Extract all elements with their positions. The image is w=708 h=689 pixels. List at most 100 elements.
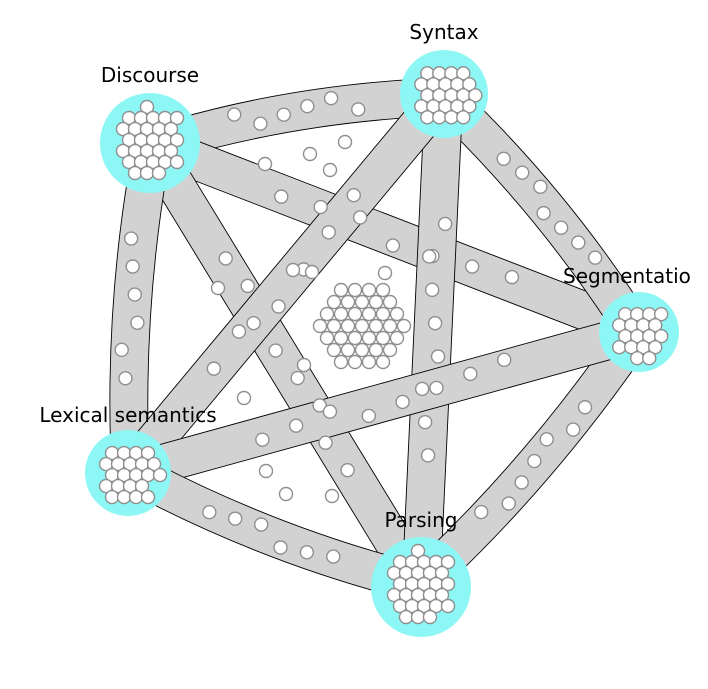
edge-dot — [553, 220, 569, 235]
node-dot-discourse — [139, 99, 155, 115]
edge-dot — [312, 398, 327, 413]
node-label-lexical-semantics: Lexical semantics — [39, 403, 216, 427]
center-cluster-dot — [326, 318, 342, 334]
center-cluster-dot — [354, 342, 370, 358]
edge-dot — [427, 316, 443, 331]
edge-dot — [501, 496, 516, 511]
center-cluster-dot — [340, 294, 356, 310]
edge-dot — [246, 315, 261, 331]
node-dot-parsing — [440, 554, 456, 570]
stray-dot — [377, 265, 393, 281]
node-dot-segmentation — [642, 351, 657, 366]
center-cluster-dot — [389, 306, 405, 322]
edge-dot — [385, 238, 401, 253]
edge-dot — [536, 205, 551, 221]
stray-dot — [278, 486, 294, 502]
edge-dot — [414, 381, 430, 397]
edge-band-syntax-parsing — [402, 116, 463, 561]
node-dot-parsing — [434, 565, 450, 581]
edge-dot — [429, 380, 444, 396]
node-label-parsing: Parsing — [385, 508, 458, 532]
edge-dot — [326, 549, 341, 564]
center-cluster-dot — [333, 330, 349, 346]
center-cluster-dot — [333, 282, 349, 298]
center-cluster-dot — [361, 282, 377, 298]
stray-dot — [337, 134, 353, 150]
edge-dot — [276, 107, 291, 122]
edge-dot — [323, 91, 339, 106]
node-dot-discourse — [139, 165, 155, 181]
center-cluster-dot — [326, 294, 342, 310]
node-label-discourse: Discourse — [101, 63, 199, 87]
node-dot-segmentation — [630, 351, 645, 366]
node-dot-discourse — [127, 165, 143, 181]
center-cluster-dot — [347, 282, 363, 298]
edge-dot — [227, 107, 242, 122]
center-cluster-dot — [361, 354, 377, 370]
stray-dot — [304, 264, 320, 280]
edge-dot — [361, 408, 376, 424]
edge-dot — [437, 216, 453, 232]
edge-dot — [346, 187, 361, 203]
edge-dot — [268, 343, 283, 358]
node-dot-syntax — [456, 110, 471, 125]
center-cluster-dot — [319, 306, 335, 322]
center-cluster-dot — [340, 318, 356, 334]
edge-dot — [474, 504, 489, 520]
stray-dot — [236, 390, 252, 406]
node-dot-parsing — [422, 609, 438, 625]
center-cluster-dot — [375, 282, 391, 298]
edge-dot — [255, 432, 270, 447]
center-cluster-dot — [347, 330, 363, 346]
node-dot-segmentation — [648, 340, 663, 355]
node-dot-discourse — [169, 132, 185, 148]
edge-dot — [533, 179, 548, 194]
center-cluster-dot — [326, 342, 342, 358]
stray-dot — [322, 162, 338, 178]
edge-dot — [274, 189, 289, 204]
node-dot-parsing — [440, 576, 456, 592]
edge-dot — [202, 505, 217, 520]
node-dot-syntax — [432, 110, 447, 125]
node-label-segmentation: Segmentatio — [563, 264, 691, 288]
edge-bands — [109, 78, 641, 596]
edge-dot — [420, 448, 436, 463]
node-dot-lexical — [146, 456, 162, 472]
edge-dot — [527, 453, 542, 469]
edge-dot — [127, 287, 142, 302]
center-cluster-dot — [375, 330, 391, 346]
center-cluster-dot — [382, 342, 398, 358]
node-dot-parsing — [398, 609, 414, 625]
edge-dot — [114, 342, 129, 358]
edge-dot — [299, 545, 315, 560]
edge-dot — [463, 366, 478, 382]
node-dot-segmentation — [648, 318, 663, 333]
edge-dot — [577, 400, 593, 415]
edge-dot — [118, 371, 133, 386]
node-dot-segmentation — [654, 329, 669, 344]
center-cluster-dot — [333, 354, 349, 370]
node-dot-syntax — [444, 110, 459, 125]
center-cluster-dot — [389, 330, 405, 346]
edge-dot — [253, 116, 268, 131]
node-dot-discourse — [169, 110, 185, 126]
edge-dot — [351, 102, 366, 117]
node-dot-parsing — [440, 598, 456, 614]
edge-dot — [290, 370, 305, 386]
edge-dot — [288, 418, 304, 433]
edge-dot — [514, 165, 530, 180]
paper-dots — [98, 66, 669, 625]
edge-dot — [218, 251, 233, 266]
node-dot-segmentation — [612, 340, 627, 355]
stray-dot — [257, 156, 273, 172]
node-dot-syntax — [462, 99, 477, 114]
edge-dot — [496, 352, 512, 368]
edge-dot — [424, 282, 440, 298]
node-dot-lexical — [140, 489, 156, 505]
node-dot-discourse — [163, 121, 179, 137]
center-cluster-dot — [368, 342, 384, 358]
edge-dot — [340, 462, 355, 478]
edge-dot — [430, 349, 446, 364]
edge-dot — [504, 269, 520, 285]
